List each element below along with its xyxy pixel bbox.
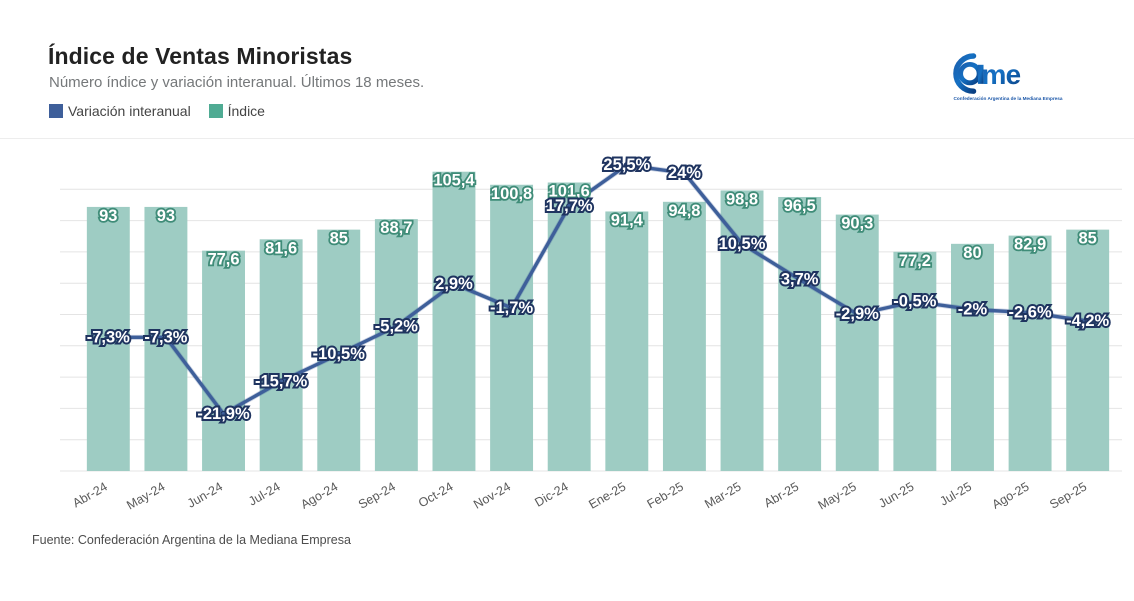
svg-text:17,7%: 17,7% [546, 197, 593, 215]
svg-text:85: 85 [1079, 230, 1097, 248]
svg-text:-2,6%: -2,6% [1009, 304, 1052, 322]
svg-text:-2,9%: -2,9% [836, 305, 879, 323]
svg-text:Jul-24: Jul-24 [246, 479, 283, 508]
svg-text:-10,5%: -10,5% [313, 345, 366, 363]
svg-text:91,4: 91,4 [611, 211, 644, 229]
svg-text:-2%: -2% [958, 301, 988, 319]
svg-text:-0,5%: -0,5% [893, 293, 936, 311]
svg-text:77,6: 77,6 [207, 251, 239, 269]
svg-text:25,5%: 25,5% [603, 156, 650, 174]
svg-text:88,7: 88,7 [380, 219, 412, 237]
svg-text:Sep-24: Sep-24 [356, 479, 398, 511]
svg-text:94,8: 94,8 [668, 202, 700, 220]
svg-text:Abr-25: Abr-25 [762, 479, 802, 510]
svg-text:Mar-25: Mar-25 [702, 479, 743, 511]
svg-text:Ago-24: Ago-24 [298, 479, 340, 511]
svg-text:80: 80 [963, 244, 981, 262]
svg-text:Jul-25: Jul-25 [937, 479, 974, 508]
svg-text:May-25: May-25 [816, 479, 859, 512]
svg-text:96,5: 96,5 [784, 197, 816, 215]
svg-text:2,9%: 2,9% [435, 275, 473, 293]
svg-text:81,6: 81,6 [265, 239, 297, 257]
svg-text:-5,2%: -5,2% [375, 317, 418, 335]
svg-text:Sep-25: Sep-25 [1047, 479, 1089, 511]
svg-text:100,8: 100,8 [491, 185, 532, 203]
svg-text:Jun-24: Jun-24 [185, 479, 225, 510]
svg-text:3,7%: 3,7% [781, 271, 819, 289]
svg-text:90,3: 90,3 [841, 215, 873, 233]
svg-text:-7,3%: -7,3% [144, 328, 187, 346]
svg-text:-15,7%: -15,7% [255, 372, 308, 390]
svg-text:93: 93 [99, 207, 117, 225]
svg-text:Ene-25: Ene-25 [586, 479, 628, 511]
svg-text:Nov-24: Nov-24 [471, 479, 513, 511]
svg-text:Dic-24: Dic-24 [532, 479, 570, 509]
svg-text:77,2: 77,2 [899, 252, 931, 270]
svg-text:Oct-24: Oct-24 [416, 479, 456, 510]
svg-text:May-24: May-24 [124, 479, 167, 512]
svg-text:105,4: 105,4 [433, 172, 475, 190]
svg-text:-21,9%: -21,9% [197, 405, 250, 423]
svg-text:-4,2%: -4,2% [1066, 312, 1109, 330]
svg-text:Ago-25: Ago-25 [990, 479, 1032, 511]
svg-text:Abr-24: Abr-24 [70, 479, 110, 510]
svg-text:-7,3%: -7,3% [87, 328, 130, 346]
svg-text:10,5%: 10,5% [719, 235, 766, 253]
svg-text:24%: 24% [668, 164, 701, 182]
svg-text:85: 85 [330, 230, 348, 248]
svg-text:Jun-25: Jun-25 [876, 479, 916, 510]
svg-text:Feb-25: Feb-25 [645, 479, 686, 511]
svg-text:93: 93 [157, 207, 175, 225]
svg-text:98,8: 98,8 [726, 190, 758, 208]
svg-text:-1,7%: -1,7% [490, 299, 533, 317]
svg-text:82,9: 82,9 [1014, 236, 1046, 254]
